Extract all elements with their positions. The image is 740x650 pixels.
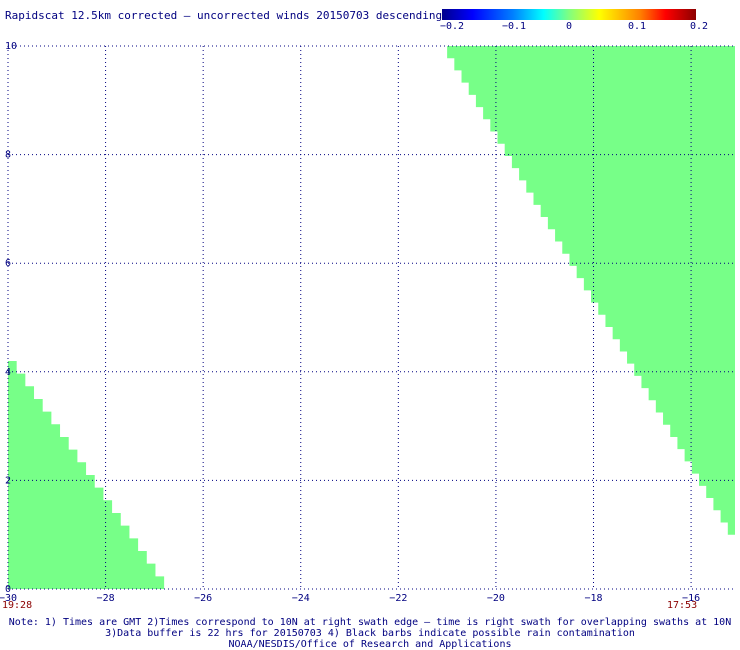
y-tick-label: 4 [5, 367, 11, 378]
x-tick-label: −26 [194, 593, 212, 604]
y-tick-label: 0 [5, 584, 11, 595]
x-tick-label: −24 [292, 593, 310, 604]
x-tick-label: −22 [389, 593, 407, 604]
note-line: 3)Data buffer is 22 hrs for 20150703 4) … [105, 628, 635, 639]
colorbar-tick-label: −0.2 [440, 21, 465, 32]
longitude-labels: −30 −28 −26 −24 −22 −20 −18 −16 [0, 593, 700, 604]
latitude-labels: 0 2 4 6 8 10 [5, 41, 17, 595]
x-tick-label: −28 [97, 593, 115, 604]
swath-left [8, 360, 165, 589]
swath-right [447, 46, 735, 535]
x-tick-label: −20 [487, 593, 505, 604]
colorbar-tick-label: 0 [566, 21, 573, 32]
x-tick-label: −18 [584, 593, 602, 604]
colorbar-tick-label: 0.1 [628, 21, 647, 32]
colorbar-tick-label: 0.2 [690, 21, 709, 32]
colorbar-gradient [442, 9, 696, 20]
y-tick-label: 6 [5, 258, 11, 269]
swath-layer [8, 46, 735, 589]
y-tick-label: 2 [5, 475, 11, 486]
y-tick-label: 8 [5, 150, 11, 161]
note-line: NOAA/NESDIS/Office of Research and Appli… [228, 639, 512, 650]
y-tick-label: 10 [5, 41, 17, 52]
x-tick-label: −30 [0, 593, 17, 604]
colorbar: −0.2 −0.1 0 0.1 0.2 [440, 9, 708, 32]
swath-time-right: 17:53 [667, 600, 697, 611]
swath-time-left: 19:28 [2, 600, 32, 611]
x-tick-label: −16 [682, 593, 700, 604]
footnotes: Note: 1) Times are GMT 2)Times correspon… [0, 617, 740, 650]
chart-title: Rapidscat 12.5km corrected – uncorrected… [5, 9, 443, 22]
lat-lon-grid [7, 45, 735, 590]
note-line: Note: 1) Times are GMT 2)Times correspon… [8, 617, 732, 628]
colorbar-tick-label: −0.1 [502, 21, 527, 32]
